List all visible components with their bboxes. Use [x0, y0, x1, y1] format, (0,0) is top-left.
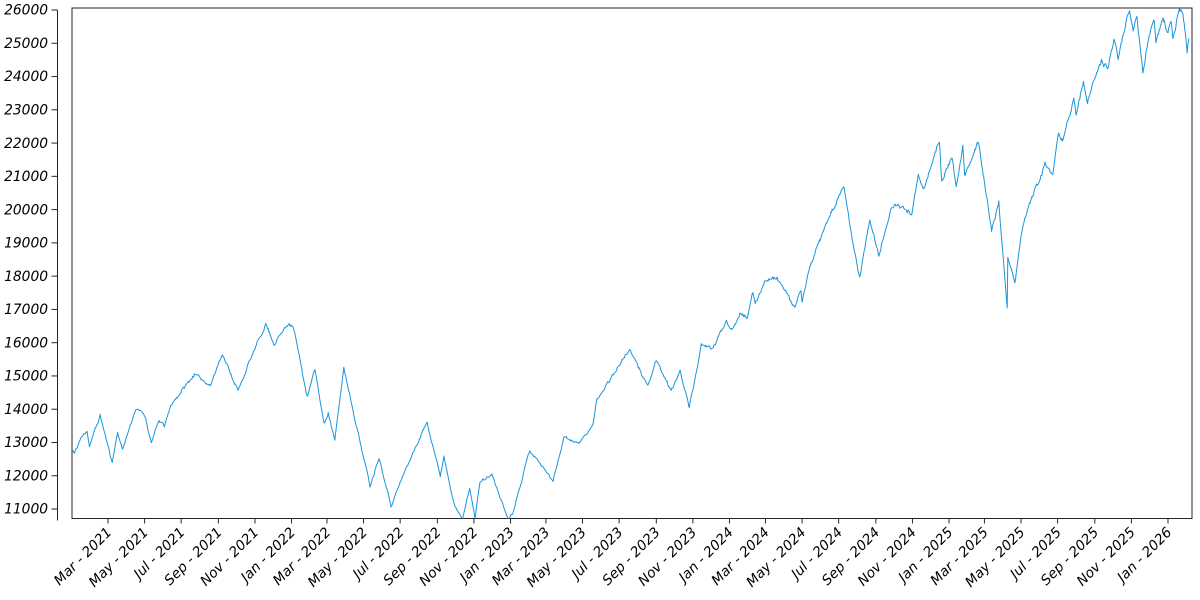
y-tick-label: 17000	[4, 302, 48, 318]
y-tick-label: 24000	[4, 69, 48, 85]
y-tick-label: 21000	[4, 169, 48, 185]
y-tick-label: 20000	[4, 202, 48, 218]
y-tick-label: 22000	[4, 136, 48, 152]
y-tick-label: 11000	[4, 502, 48, 518]
y-tick-label: 23000	[4, 103, 48, 119]
y-tick-label: 25000	[4, 36, 48, 52]
y-tick-label: 12000	[4, 468, 48, 484]
y-tick-label: 18000	[4, 269, 48, 285]
y-tick-label: 15000	[4, 369, 48, 385]
plot-border	[71, 7, 1193, 519]
y-tick-label: 14000	[4, 402, 48, 418]
y-tick-label: 19000	[4, 236, 48, 252]
y-tick-label: 26000	[4, 3, 48, 19]
price-line-series	[72, 8, 1190, 519]
y-tick-label: 16000	[4, 335, 48, 351]
y-tick-label: 13000	[4, 435, 48, 451]
